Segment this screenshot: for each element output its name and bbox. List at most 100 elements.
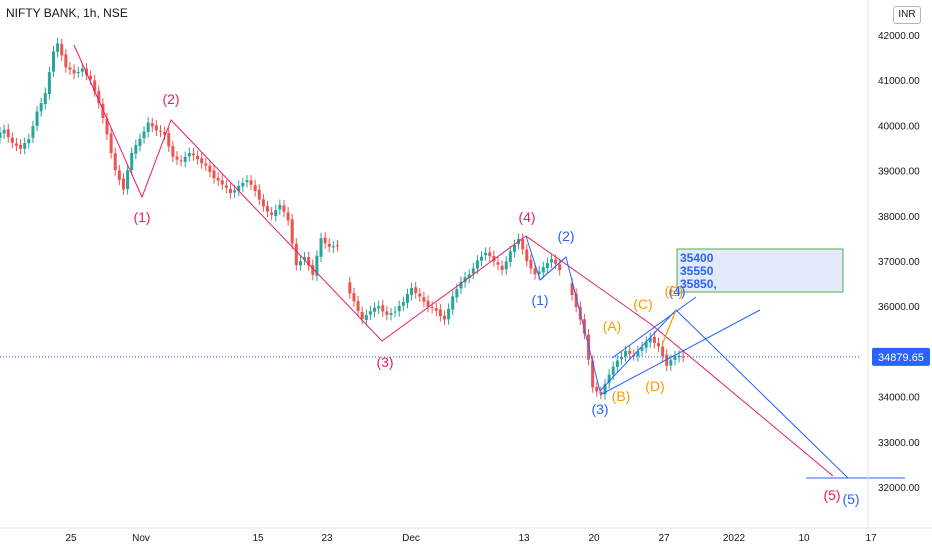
candle-body — [677, 355, 681, 358]
candle-body — [43, 92, 47, 105]
candle-body — [599, 391, 603, 394]
candle-body — [39, 103, 43, 112]
target-box[interactable] — [676, 248, 844, 293]
candle-body — [644, 341, 648, 348]
candle-body — [105, 118, 109, 135]
candle-body — [97, 90, 101, 104]
candle-body — [113, 153, 117, 171]
candle-body — [68, 67, 72, 70]
candle-body — [303, 257, 307, 260]
x-tick-label: Dec — [402, 533, 420, 544]
wave-label-blue: (2) — [557, 228, 574, 244]
candle-body — [52, 51, 56, 72]
candle-body — [191, 153, 195, 156]
candle-body — [442, 315, 446, 320]
candle-body — [171, 146, 175, 157]
x-axis[interactable]: 25 Nov 15 23 Dec 13 20 27 2022 10 17 — [65, 533, 877, 544]
candle-body — [681, 356, 685, 358]
candle-body — [2, 129, 6, 134]
candle-body — [500, 265, 504, 270]
candle-body — [14, 143, 18, 146]
candle-body — [47, 72, 51, 95]
candle-body — [360, 311, 364, 319]
candle-body — [93, 80, 97, 92]
candle-body — [640, 347, 644, 351]
candle-body — [278, 204, 282, 210]
candle-body — [373, 307, 377, 312]
x-tick-label: 13 — [518, 533, 530, 544]
candle-body — [422, 297, 426, 302]
candle-body — [142, 131, 146, 139]
candle-body — [356, 301, 360, 312]
pink-wave-line — [73, 44, 834, 477]
x-tick-label: 20 — [588, 533, 600, 544]
y-tick-label: 41000.00 — [878, 76, 920, 87]
candle-body — [286, 212, 290, 221]
candle-body — [549, 259, 553, 263]
candle-body — [261, 199, 265, 207]
candle-body — [121, 178, 125, 190]
candle-body — [529, 259, 533, 269]
candle-body — [669, 360, 673, 366]
candle-body — [167, 133, 171, 147]
symbol-title: NIFTY BANK, 1h, NSE — [6, 6, 128, 20]
candle-body — [447, 308, 451, 320]
drawing-overlays — [0, 44, 905, 479]
candle-body — [335, 245, 339, 247]
candle-body — [257, 189, 261, 200]
candle-body — [298, 261, 302, 266]
candle-body — [521, 239, 525, 250]
candle-body — [6, 129, 10, 138]
candle-body — [348, 282, 352, 294]
candle-body — [488, 252, 492, 257]
candle-body — [146, 122, 150, 133]
y-tick-label: 40000.00 — [878, 121, 920, 132]
wave-label-orange: (C) — [633, 296, 652, 312]
wave-label-blue: (4) — [668, 283, 685, 299]
x-tick-label: 10 — [798, 533, 810, 544]
y-tick-label: 33000.00 — [878, 438, 920, 449]
candle-body — [130, 152, 134, 171]
candle-body — [405, 294, 409, 303]
wave-label-orange: (A) — [603, 318, 622, 334]
candle-body — [76, 71, 80, 73]
y-tick-label: 36000.00 — [878, 302, 920, 313]
candle-body — [611, 366, 615, 375]
candle-body — [459, 281, 463, 289]
candle-body — [72, 69, 76, 74]
candle-body — [545, 263, 549, 269]
candle-body — [410, 287, 414, 296]
orange-abc-line — [661, 309, 677, 346]
candle-body — [35, 111, 39, 126]
candle-body — [319, 238, 323, 257]
candle-body — [101, 103, 105, 118]
candle-body — [196, 155, 200, 160]
currency-badge[interactable]: INR — [893, 6, 921, 24]
candle-body — [430, 306, 434, 308]
target-box-line-1: 35400 — [680, 251, 714, 265]
candle-body — [389, 313, 393, 315]
candle-body — [484, 252, 488, 256]
candle-body — [414, 287, 418, 294]
x-tick-label: 15 — [252, 533, 264, 544]
target-box-line-2: 35550 — [680, 264, 714, 278]
candle-body — [624, 351, 628, 357]
candle-body — [23, 142, 27, 149]
candle-body — [10, 137, 14, 143]
candle-body — [282, 205, 286, 212]
candle-body — [19, 144, 23, 149]
candle-body — [496, 262, 500, 265]
candle-body — [138, 138, 142, 146]
wave-label-pink: (1) — [133, 209, 150, 225]
wave-label-blue: (1) — [531, 292, 548, 308]
candle-body — [508, 251, 512, 262]
candle-body — [216, 177, 220, 181]
candle-body — [245, 180, 249, 183]
wave-label-pink: (4) — [518, 209, 535, 225]
candle-body — [56, 43, 60, 52]
candle-body — [331, 246, 335, 248]
candle-body — [492, 255, 496, 262]
candle-body — [270, 212, 274, 215]
